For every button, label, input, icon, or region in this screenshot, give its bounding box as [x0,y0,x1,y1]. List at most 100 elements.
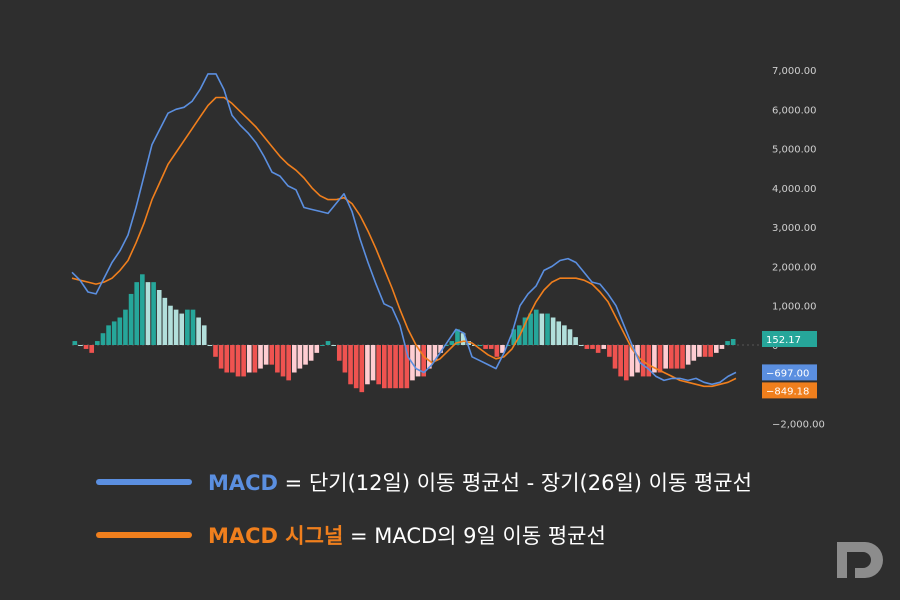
legend-macd-swatch [96,479,192,485]
histogram-bar [224,345,230,373]
histogram-bar [325,341,331,345]
histogram-bar [539,313,545,345]
histogram-bar [449,341,455,345]
signal-line [71,96,737,388]
y-tick-label: 1,000.00 [772,302,817,313]
histogram-bar [387,345,393,389]
histogram-bar [533,309,539,345]
histogram-bar [117,317,123,345]
histogram-bar [494,345,500,357]
histogram-bar [145,282,151,345]
histogram-bar [291,345,297,373]
td-logo-icon [837,542,883,578]
histogram-bar [134,282,140,345]
histogram-bar [336,345,342,361]
histogram-bar [663,345,668,369]
histogram-bar [556,321,562,345]
y-tick-label: 5,000.00 [772,145,817,156]
histogram-bar [381,345,387,389]
histogram-bar [241,345,246,377]
histogram-bar [725,341,730,345]
histogram-bar [269,345,275,365]
legend-signal: MACD 시그널 = MACD의 9일 이동 평균선 [96,515,886,555]
histogram-bar [190,309,196,345]
price-tag-label: −849.18 [766,386,809,397]
histogram-bar [607,345,612,357]
histogram-bar [713,345,719,353]
histogram-bar [162,297,168,345]
histogram-bar [550,317,556,345]
legend-macd-name: MACD [208,471,278,495]
histogram-bar [685,345,691,365]
histogram-bar [106,325,111,345]
price-tag-bg [762,382,817,399]
histogram-bar [393,345,398,389]
histogram-bar [646,345,652,377]
histogram-bar [151,282,156,345]
histogram-bar [275,345,280,373]
histogram-bar [72,341,78,345]
y-tick-label: 2,000.00 [772,262,817,273]
histogram-bar [438,345,443,353]
histogram-bar [528,313,533,345]
histogram-bar [505,345,511,346]
histogram-bar [258,345,263,369]
y-tick-label: 6,000.00 [772,105,817,116]
histogram-bar [297,345,303,369]
histogram-bar [128,293,134,345]
histogram-bar [573,337,578,345]
histogram-bar [168,305,173,345]
histogram-bar [348,345,353,385]
histogram-bar [95,341,100,345]
histogram-bar [359,345,365,393]
histogram-bar [404,345,410,389]
histogram-bar [584,345,590,349]
histogram-bar [500,345,505,353]
histogram-bar [590,345,595,349]
legend-macd: MACD = 단기(12일) 이동 평균선 - 장기(26일) 이동 평균선 [96,462,886,502]
histogram-bar [545,313,550,345]
histogram-bar [140,274,145,345]
histogram-bar [697,345,702,357]
histogram-bar [601,345,607,349]
y-tick-label: 7,000.00 [772,66,817,77]
histogram-bar [680,345,685,369]
histogram-bar [483,345,488,349]
histogram-bar [320,345,325,346]
histogram-bar [443,345,449,346]
legend-signal-description: = MACD의 9일 이동 평균선 [343,524,606,548]
histogram-bar [460,333,466,345]
histogram-bar [78,345,83,346]
histogram-bar [263,345,269,365]
histogram-bar [342,345,348,373]
histogram-bar [201,325,207,345]
histogram-bar [477,345,483,346]
legend-signal-swatch [96,532,192,538]
histogram-bar [314,345,320,353]
histogram-bar [235,345,241,377]
y-tick-label: −2,000.00 [772,420,825,431]
y-tick-label: 3,000.00 [772,223,817,234]
histogram-bar [196,317,201,345]
histogram-bar [427,345,432,369]
histogram-bar [719,345,725,349]
y-tick-label: 4,000.00 [772,184,817,195]
histogram-bar [415,345,421,377]
histogram-bar [286,345,291,381]
histogram-bar [702,345,708,357]
histogram-bar [652,345,657,373]
histogram-bar [668,345,674,369]
histogram-bar [578,345,584,346]
histogram-bar [432,345,438,361]
histogram-bar [156,290,162,345]
histogram-bar [246,345,252,373]
histogram-bar [353,345,359,389]
histogram-bar [511,329,517,345]
histogram-bar [629,345,635,377]
histogram-bar [100,333,106,345]
legend-macd-text: MACD = 단기(12일) 이동 평균선 - 장기(26일) 이동 평균선 [208,467,752,497]
histogram-bar [421,345,427,377]
histogram-bar [303,345,308,365]
histogram-bar [623,345,629,381]
histogram-bar [562,325,567,345]
